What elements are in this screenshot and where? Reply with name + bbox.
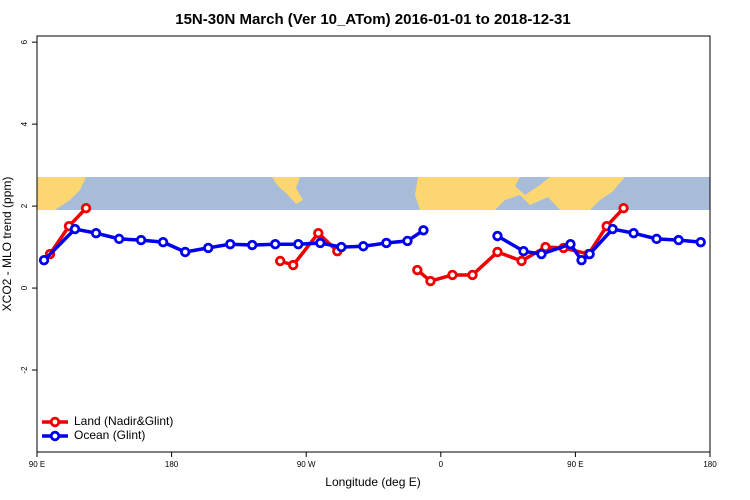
data-point [565,239,576,250]
data-point [584,248,595,260]
data-point [412,264,423,276]
x-axis-label: Longitude (deg E) [325,475,420,489]
data-point [492,230,503,242]
y-tick-label: 6 [20,39,29,44]
data-point [69,223,81,235]
data-point [225,239,236,250]
y-tick-label: 0 [20,285,29,290]
x-tick-label: 0 [439,460,444,469]
data-point [313,227,324,239]
data-point [315,237,326,249]
data-point [157,236,169,248]
data-point [618,202,629,214]
data-point [274,255,286,267]
x-tick-label: 90 E [29,460,45,469]
data-point [247,239,258,251]
map-strip [37,177,710,210]
data-point [113,233,125,245]
data-point [673,234,684,246]
data-point [38,254,50,266]
data-point [607,223,618,235]
data-point [695,236,706,248]
data-point [203,242,214,254]
legend-marker [49,430,61,442]
legend-marker [49,416,61,428]
data-point [293,239,304,250]
y-tick-label: 4 [20,121,29,126]
legend-label: Land (Nadir&Glint) [74,414,173,428]
data-point [536,248,547,260]
data-point [90,227,102,239]
x-tick-label: 90 W [297,460,316,469]
data-point [270,239,281,250]
data-point [402,235,413,247]
data-point [576,254,587,266]
data-point [80,202,92,214]
y-tick-label: 2 [20,203,29,208]
legend-label: Ocean (Glint) [74,428,145,442]
x-tick-label: 180 [703,460,717,469]
data-point [425,275,436,287]
data-point [336,241,347,253]
data-point [447,269,458,281]
data-point [628,227,639,239]
x-tick-label: 180 [165,460,179,469]
data-point [518,245,529,257]
data-point [467,269,478,281]
plot-frame [36,35,711,453]
y-axis-label: XCO2 - MLO trend (ppm) [0,177,14,312]
data-point [418,225,429,236]
data-point [135,234,147,246]
y-tick-label: -2 [20,366,29,374]
x-tick-label: 90 E [567,460,583,469]
chart-title: 15N-30N March (Ver 10_ATom) 2016-01-01 t… [175,11,570,28]
data-point [180,246,191,258]
data-point [516,255,527,267]
data-point [651,233,662,245]
data-point [492,246,503,258]
data-point [358,241,369,252]
data-point [381,237,392,249]
data-point [287,259,299,271]
